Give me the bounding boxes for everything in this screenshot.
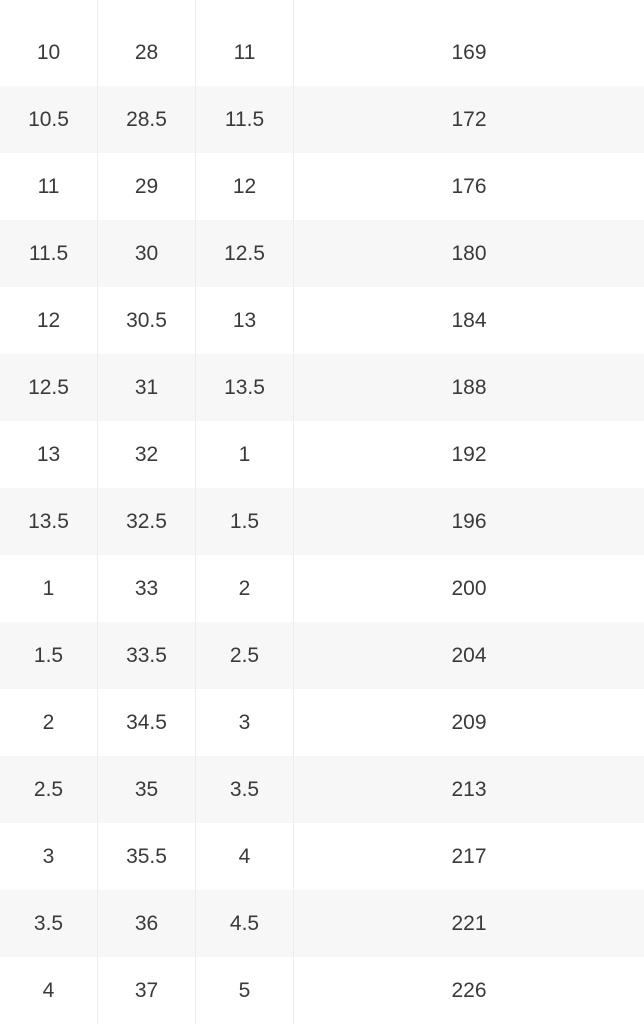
- table-row: 3 35.5 4 217: [0, 823, 644, 890]
- table-cell: 28.5: [98, 86, 196, 153]
- table-cell: 2.5: [196, 622, 294, 689]
- table-cell: 30.5: [98, 287, 196, 354]
- table-cell: 35: [98, 756, 196, 823]
- table-cell: 221: [294, 890, 644, 957]
- table-cell: 11.5: [0, 220, 98, 287]
- table-cell: 2: [196, 555, 294, 622]
- table-row: 2.5 35 3.5 213: [0, 756, 644, 823]
- table-cell: 184: [294, 287, 644, 354]
- table-cell: 34.5: [98, 689, 196, 756]
- table-row: 1.5 33.5 2.5 204: [0, 622, 644, 689]
- table-cell: 3: [196, 689, 294, 756]
- table-cell: 5: [196, 957, 294, 1024]
- table-row: 12.5 31 13.5 188: [0, 354, 644, 421]
- table-cell: 200: [294, 555, 644, 622]
- table-cell: 11: [0, 153, 98, 220]
- table-cell: 176: [294, 153, 644, 220]
- table-row: 11 29 12 176: [0, 153, 644, 220]
- size-table: 10 28 11 169 10.5 28.5 11.5 172 11 29 12…: [0, 0, 644, 1024]
- table-cell: 226: [294, 957, 644, 1024]
- table-cell: 172: [294, 86, 644, 153]
- table-cell: 33.5: [98, 622, 196, 689]
- table-row: 11.5 30 12.5 180: [0, 220, 644, 287]
- table-cell: 12: [0, 287, 98, 354]
- table-cell: 2.5: [0, 756, 98, 823]
- table-cell: 13.5: [0, 488, 98, 555]
- table-cell: 11.5: [196, 86, 294, 153]
- table-row: 12 30.5 13 184: [0, 287, 644, 354]
- table-row: 4 37 5 226: [0, 957, 644, 1024]
- table-cell: 28: [98, 19, 196, 86]
- table-cell: 3.5: [0, 890, 98, 957]
- table-cell: 3.5: [196, 756, 294, 823]
- table-header-stub: [0, 0, 644, 19]
- table-cell: 33: [98, 555, 196, 622]
- table-cell: 3: [0, 823, 98, 890]
- table-row: 10.5 28.5 11.5 172: [0, 86, 644, 153]
- table-cell: 29: [98, 153, 196, 220]
- table-cell: 10.5: [0, 86, 98, 153]
- table-cell: 169: [294, 19, 644, 86]
- table-cell: 35.5: [98, 823, 196, 890]
- header-cell: [196, 0, 294, 19]
- table-row: 1 33 2 200: [0, 555, 644, 622]
- table-cell: 13: [196, 287, 294, 354]
- table-cell: 204: [294, 622, 644, 689]
- table-row: 10 28 11 169: [0, 19, 644, 86]
- header-cell: [294, 0, 644, 19]
- table-row: 13 32 1 192: [0, 421, 644, 488]
- header-cell: [0, 0, 98, 19]
- table-cell: 32.5: [98, 488, 196, 555]
- table-row: 3.5 36 4.5 221: [0, 890, 644, 957]
- table-cell: 4.5: [196, 890, 294, 957]
- table-cell: 12.5: [0, 354, 98, 421]
- table-cell: 2: [0, 689, 98, 756]
- table-cell: 30: [98, 220, 196, 287]
- table-cell: 196: [294, 488, 644, 555]
- table-cell: 13.5: [196, 354, 294, 421]
- table-cell: 36: [98, 890, 196, 957]
- table-cell: 188: [294, 354, 644, 421]
- table-cell: 4: [0, 957, 98, 1024]
- table-cell: 209: [294, 689, 644, 756]
- table-row: 2 34.5 3 209: [0, 689, 644, 756]
- table-cell: 12: [196, 153, 294, 220]
- table-cell: 11: [196, 19, 294, 86]
- table-cell: 213: [294, 756, 644, 823]
- table-cell: 31: [98, 354, 196, 421]
- table-cell: 217: [294, 823, 644, 890]
- table-cell: 13: [0, 421, 98, 488]
- header-cell: [98, 0, 196, 19]
- table-cell: 1: [0, 555, 98, 622]
- table-cell: 4: [196, 823, 294, 890]
- table-cell: 180: [294, 220, 644, 287]
- table-cell: 12.5: [196, 220, 294, 287]
- table-cell: 1.5: [196, 488, 294, 555]
- table-cell: 192: [294, 421, 644, 488]
- table-cell: 1.5: [0, 622, 98, 689]
- table-cell: 1: [196, 421, 294, 488]
- table-cell: 37: [98, 957, 196, 1024]
- table-cell: 32: [98, 421, 196, 488]
- table-cell: 10: [0, 19, 98, 86]
- table-row: 13.5 32.5 1.5 196: [0, 488, 644, 555]
